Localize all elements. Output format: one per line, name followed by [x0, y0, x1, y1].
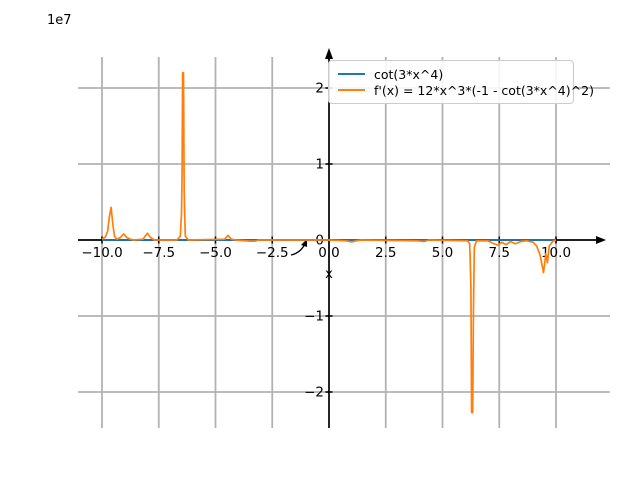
x-axis-arrowhead: [596, 236, 606, 244]
x-tick-label: 2.5: [375, 245, 396, 261]
legend: cot(3*x^4) f'(x) = 12*x^3*(-1 - cot(3*x^…: [328, 60, 594, 104]
legend-label: f'(x) = 12*x^3*(-1 - cot(3*x^4)^2): [374, 82, 594, 98]
legend-entry: f'(x) = 12*x^3*(-1 - cot(3*x^4)^2): [338, 82, 594, 98]
y-axis-offset-label: 1e7: [47, 13, 72, 28]
y-tick-label: −2: [304, 385, 324, 401]
x-tick-label: −5.0: [199, 245, 232, 261]
x-tick-label: 7.5: [489, 245, 510, 261]
legend-label: cot(3*x^4): [374, 66, 444, 82]
legend-entry: cot(3*x^4): [338, 66, 565, 82]
legend-line-sample-blue: [338, 73, 365, 75]
x-tick-label: 5.0: [432, 245, 453, 261]
y-tick-label: 1: [315, 157, 324, 173]
y-tick-label: 2: [315, 81, 324, 97]
annotation-arrowhead: [301, 239, 307, 247]
y-tick-label: −1: [304, 309, 324, 325]
series-line-derivative: [101, 71, 557, 414]
x-tick-label: −7.5: [142, 245, 175, 261]
x-tick-label: −10.0: [81, 245, 122, 261]
x-tick-label: −2.5: [256, 245, 289, 261]
legend-line-sample-orange: [338, 89, 365, 91]
y-axis-arrowhead: [325, 48, 333, 59]
